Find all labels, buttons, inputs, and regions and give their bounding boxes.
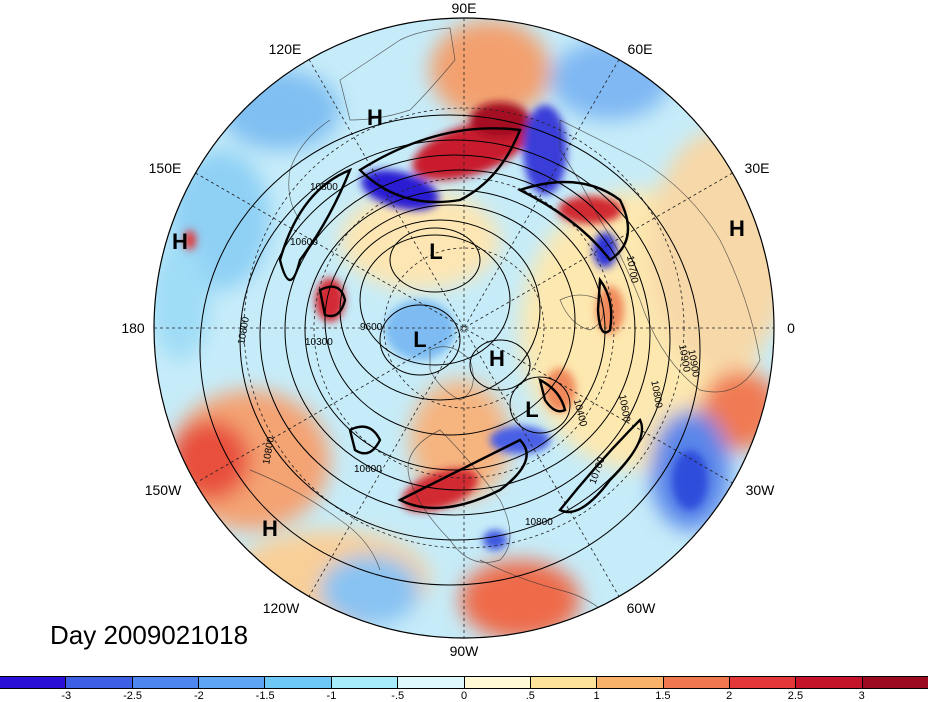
colorbar-tick-label: 2 <box>726 690 733 702</box>
longitude-label-90w: 90W <box>449 643 479 659</box>
longitude-label-60e: 60E <box>627 41 653 57</box>
contour-label: 10900 <box>676 344 692 374</box>
colorbar-tick-label: 1 <box>593 690 600 702</box>
colorbar-segment <box>331 677 399 688</box>
colorbar-tick-label: -2 <box>193 690 204 702</box>
longitude-label-120e: 120E <box>268 41 302 57</box>
contour-label: 10600 <box>290 237 318 248</box>
longitude-label-150w: 150W <box>144 482 182 498</box>
high-pressure-marker: H <box>262 516 278 541</box>
colorbar-segment <box>66 677 133 688</box>
contour-label: 10300 <box>305 337 333 348</box>
contour-label: 9600 <box>360 322 383 333</box>
colorbar-segment <box>862 677 928 688</box>
low-pressure-marker: L <box>413 327 427 352</box>
contour-label: 10700 <box>624 255 640 285</box>
colorbar-tick-label: -1 <box>326 690 337 702</box>
colorbar-tick-label: 2.5 <box>787 690 804 702</box>
colorbar-segment <box>199 677 266 688</box>
longitude-label-60w: 60W <box>626 600 656 616</box>
colorbar-tick-label: -1.5 <box>255 690 275 702</box>
longitude-label-90e: 90E <box>451 0 477 16</box>
contour-labels: 10800 10700 10600 10900 10300 9600 10800… <box>236 182 701 528</box>
colorbar-tick-label: .5 <box>525 690 535 702</box>
colorbar-segment <box>0 677 67 688</box>
colorbar-segment <box>398 677 465 688</box>
colorbar-segment <box>530 677 598 688</box>
longitude-label-150e: 150E <box>148 160 182 176</box>
colorbar-tick-label: 3 <box>858 690 865 702</box>
colorbar-tick-label: -2.5 <box>123 690 143 702</box>
contour-label: 10800 <box>310 182 338 193</box>
high-pressure-marker: H <box>367 105 383 130</box>
contour-label: 10600 <box>616 394 632 424</box>
colorbar-segment <box>132 677 200 688</box>
longitude-label-120w: 120W <box>262 600 300 616</box>
colorbar-tick-label: 0 <box>460 690 468 702</box>
map-boundary <box>153 17 775 639</box>
longitude-label-0: 0 <box>787 320 795 336</box>
high-pressure-marker: H <box>729 216 745 241</box>
contour-label: 10900 <box>685 349 701 379</box>
high-pressure-marker: H <box>489 346 505 371</box>
longitude-label-180: 180 <box>121 320 145 336</box>
colorbar-tick-label: -3 <box>61 690 72 702</box>
low-pressure-marker: L <box>429 239 443 264</box>
colorbar-tick-label: 1.5 <box>655 690 671 702</box>
contour-label: 10600 <box>354 464 382 475</box>
longitude-label-30e: 30E <box>744 160 770 176</box>
low-pressure-marker: L <box>525 397 539 422</box>
contour-label: 10800 <box>525 517 553 528</box>
contour-label: 10800 <box>236 316 252 346</box>
contour-label: 10800 <box>648 380 664 410</box>
colorbar-segment <box>265 677 332 688</box>
colorbar-segment <box>663 677 730 688</box>
colorbar-segment <box>464 677 531 688</box>
colorbar-segment <box>597 677 664 688</box>
longitude-label-30w: 30W <box>745 482 775 498</box>
colorbar <box>0 676 928 689</box>
contour-label: 10800 <box>261 436 277 466</box>
high-pressure-marker: H <box>172 229 188 254</box>
colorbar-segment <box>729 677 797 688</box>
date-title: Day 2009021018 <box>50 620 249 650</box>
colorbar-segment <box>796 677 863 688</box>
colorbar-tick-label: -.5 <box>391 690 405 702</box>
jet-contours <box>278 127 644 514</box>
